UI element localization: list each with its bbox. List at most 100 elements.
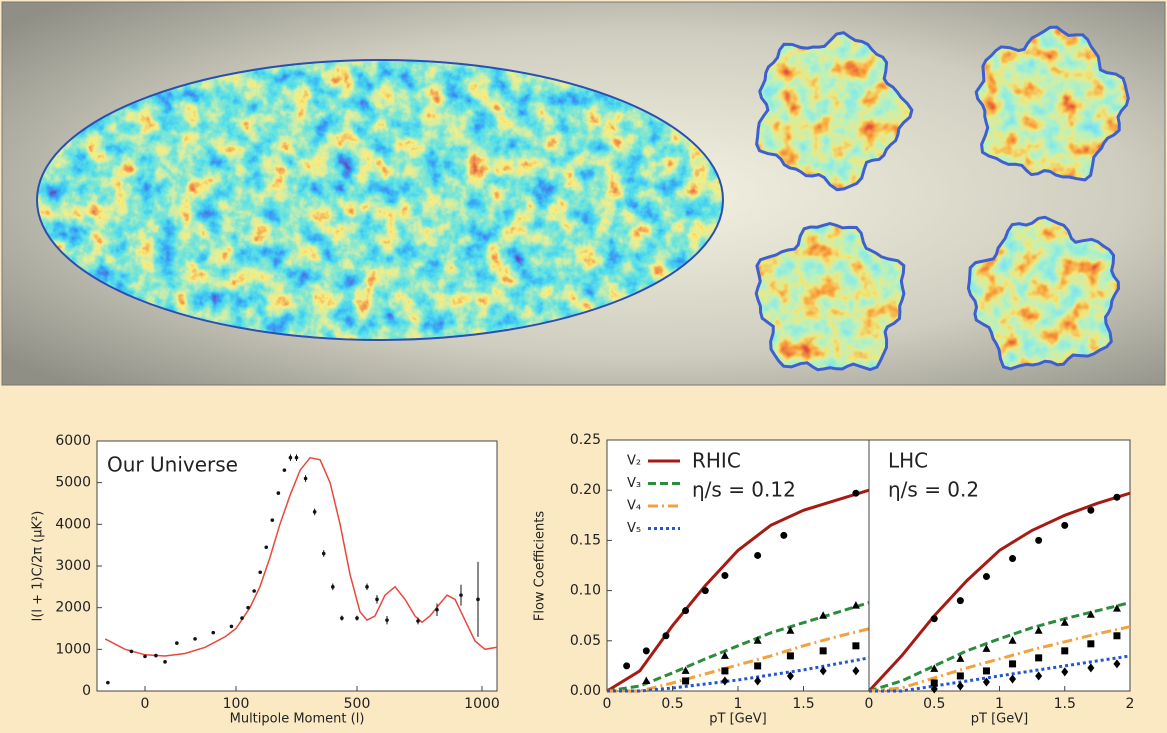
flow-curve — [867, 491, 1131, 693]
data-point — [1009, 660, 1017, 668]
data-point — [321, 551, 326, 556]
data-point — [852, 489, 860, 497]
data-point — [956, 597, 964, 605]
y-tick-label: 0.10 — [570, 583, 601, 599]
data-point — [1087, 506, 1095, 514]
data-point — [982, 644, 991, 652]
data-point — [229, 624, 234, 629]
data-point — [355, 616, 359, 620]
data-point — [852, 666, 860, 676]
x-axis-label: Multipole Moment (l) — [230, 712, 365, 727]
data-point — [1086, 610, 1095, 618]
data-point — [154, 653, 158, 658]
flow-curve — [606, 488, 870, 693]
x-tick-label: 1.5 — [1054, 696, 1076, 712]
data-point — [930, 615, 938, 623]
flow-curve — [607, 627, 870, 693]
data-point — [819, 647, 827, 655]
data-point — [246, 605, 250, 610]
data-point — [385, 618, 389, 622]
data-point — [1008, 636, 1017, 644]
data-point — [240, 616, 244, 620]
data-point — [623, 662, 631, 670]
cmb-map — [37, 60, 723, 340]
data-point — [701, 587, 709, 595]
x-tick-label: 1 — [734, 696, 743, 712]
data-point — [1035, 671, 1043, 681]
y-tick-label: 3000 — [55, 558, 91, 574]
data-point — [1061, 667, 1069, 677]
data-point — [956, 681, 964, 691]
data-point — [276, 491, 281, 495]
data-point — [1060, 618, 1069, 626]
cmb-map-edge — [36, 59, 724, 341]
x-tick-label: 100 — [223, 696, 250, 712]
data-point — [852, 642, 860, 650]
data-point — [956, 672, 964, 680]
data-point — [682, 607, 690, 615]
y-tick-label: 0.00 — [570, 683, 601, 699]
data-point — [1087, 640, 1095, 648]
data-point — [258, 570, 263, 575]
data-point — [193, 637, 197, 641]
flow-curve — [869, 654, 1131, 693]
data-point — [956, 654, 965, 662]
data-point — [720, 651, 729, 659]
x-tick-label: 2 — [1126, 696, 1135, 712]
x-tick-label: 1000 — [464, 696, 500, 712]
flow-curve — [868, 601, 1131, 693]
data-point — [1034, 626, 1043, 634]
data-point — [416, 619, 420, 623]
data-point — [270, 518, 275, 522]
data-point — [175, 641, 179, 645]
data-point — [1035, 654, 1043, 662]
data-point — [786, 671, 794, 681]
data-point — [288, 455, 293, 460]
data-point — [721, 572, 729, 580]
data-point — [365, 585, 369, 589]
x-axis-label: pT [GeV] — [971, 712, 1028, 727]
data-point — [294, 455, 299, 460]
data-point — [721, 667, 729, 675]
data-point — [312, 510, 317, 514]
data-point — [476, 597, 480, 602]
data-point — [930, 679, 938, 687]
data-point — [252, 589, 256, 593]
data-point — [786, 626, 795, 634]
x-tick-label: 0.5 — [923, 696, 945, 712]
annotation: Our Universe — [107, 453, 238, 477]
data-point — [930, 664, 939, 672]
data-point — [1087, 663, 1095, 673]
data-point — [786, 652, 794, 660]
data-point — [819, 611, 828, 619]
data-point — [982, 677, 990, 687]
y-tick-label: 0.20 — [570, 482, 601, 498]
x-tick-label: 1 — [995, 696, 1004, 712]
data-point — [264, 545, 269, 550]
x-axis-label: pT [GeV] — [709, 712, 766, 727]
x-tick-label: 0 — [141, 696, 150, 712]
panel-annotation: η/s = 0.12 — [692, 478, 796, 502]
data-point — [754, 551, 762, 559]
y-tick-label: 0 — [82, 683, 91, 699]
data-point — [642, 676, 651, 684]
panel-title: LHC — [888, 449, 928, 473]
y-tick-label: 0.05 — [570, 633, 601, 649]
data-point — [331, 585, 335, 589]
y-tick-label: 0.25 — [570, 432, 601, 448]
y-axis-label: l(l + 1)C/2π (μK²) — [31, 511, 46, 622]
data-point — [1061, 521, 1069, 529]
collision-images — [754, 25, 1130, 372]
data-point — [1113, 632, 1121, 640]
data-point — [754, 676, 762, 686]
blob-edge — [966, 215, 1121, 371]
data-point — [129, 649, 134, 654]
panel-title: RHIC — [692, 449, 741, 473]
data-point — [459, 593, 463, 597]
data-point — [1112, 604, 1121, 612]
y-tick-label: 0.15 — [570, 532, 601, 548]
legend-label: V₃ — [627, 476, 641, 491]
data-point — [682, 677, 690, 685]
legend-label: V₂ — [627, 454, 641, 469]
data-point — [1061, 647, 1069, 655]
